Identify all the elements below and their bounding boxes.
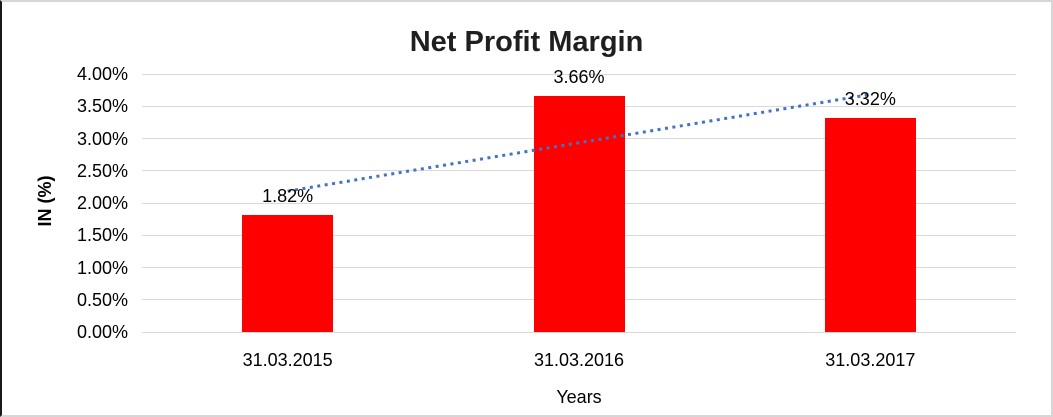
bar: [242, 214, 334, 332]
y-tick-label: 0.00%: [76, 322, 128, 342]
y-tick-label: 3.00%: [76, 128, 128, 149]
bar-value-label: 3.66%: [553, 66, 605, 87]
bar-value-label: 3.32%: [844, 88, 896, 109]
x-tick-label: 31.03.2017: [825, 350, 916, 370]
gridline: [142, 331, 1016, 333]
y-tick-label: 2.00%: [76, 193, 128, 213]
y-tick-label: 3.50%: [76, 96, 128, 117]
bar: [824, 117, 916, 332]
x-tick-label: 31.03.2016: [533, 350, 625, 370]
y-tick-label: 4.00%: [76, 64, 128, 84]
y-tick-label: 1.00%: [76, 257, 128, 278]
y-tick-label: 1.50%: [76, 225, 128, 246]
y-tick-label: 2.50%: [76, 160, 128, 181]
x-axis-title: Years: [556, 387, 602, 407]
bar: [533, 95, 625, 332]
x-tick-label: 31.03.2015: [242, 350, 333, 370]
gridline: [142, 73, 1016, 75]
y-axis-title: IN (%): [35, 175, 55, 227]
bar-value-label: 1.82%: [262, 185, 314, 206]
chart-title: Net Profit Margin: [409, 26, 644, 58]
y-tick-label: 0.50%: [76, 289, 128, 310]
